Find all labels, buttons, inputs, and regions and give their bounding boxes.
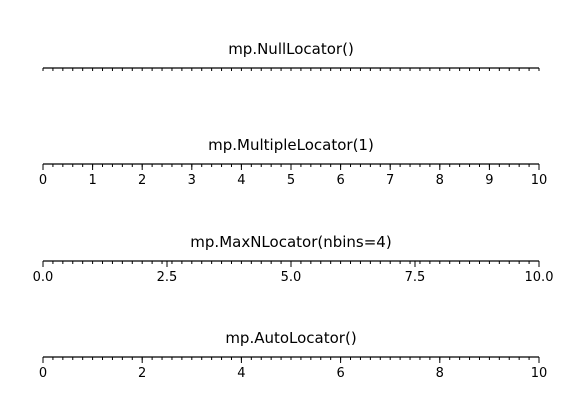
tick-label: 4: [237, 366, 245, 381]
panel-auto-locator: mp.AutoLocator() 0 2 4 6 8 10: [39, 329, 547, 381]
tick-label: 5.0: [281, 270, 302, 285]
panel-null-locator: mp.NullLocator(): [42, 40, 540, 71]
panel-title: mp.MultipleLocator(1): [208, 136, 374, 154]
tick-label: 2.5: [157, 270, 178, 285]
panel-title: mp.NullLocator(): [228, 40, 354, 58]
tick-label: 7: [386, 173, 394, 188]
panel-title: mp.AutoLocator(): [225, 329, 356, 347]
tick-label: 4: [237, 173, 245, 188]
tick-label: 3: [188, 173, 196, 188]
tick-label: 2: [138, 173, 146, 188]
tick-label: 0: [39, 366, 47, 381]
tick-label: 1: [88, 173, 96, 188]
tick-label: 10: [531, 173, 548, 188]
tick-label: 9: [485, 173, 493, 188]
tick-label: 0: [39, 173, 47, 188]
tick-label: 7.5: [405, 270, 426, 285]
tick-label: 8: [436, 366, 444, 381]
tick-label: 8: [436, 173, 444, 188]
tick-label: 10.0: [525, 270, 554, 285]
tick-label: 6: [336, 173, 344, 188]
panel-title: mp.MaxNLocator(nbins=4): [190, 233, 391, 251]
tick-label: 0.0: [33, 270, 54, 285]
tick-label: 2: [138, 366, 146, 381]
tick-label: 5: [287, 173, 295, 188]
panel-maxn-locator: mp.MaxNLocator(nbins=4) 0.0 2.5 5.0 7.5 10.0: [33, 233, 554, 285]
tick-label: 6: [336, 366, 344, 381]
panel-multiple-locator: mp.MultipleLocator(1) 0 1 2 3 4 5 6 7 8 9 10: [39, 136, 547, 188]
tick-label: 10: [531, 366, 548, 381]
